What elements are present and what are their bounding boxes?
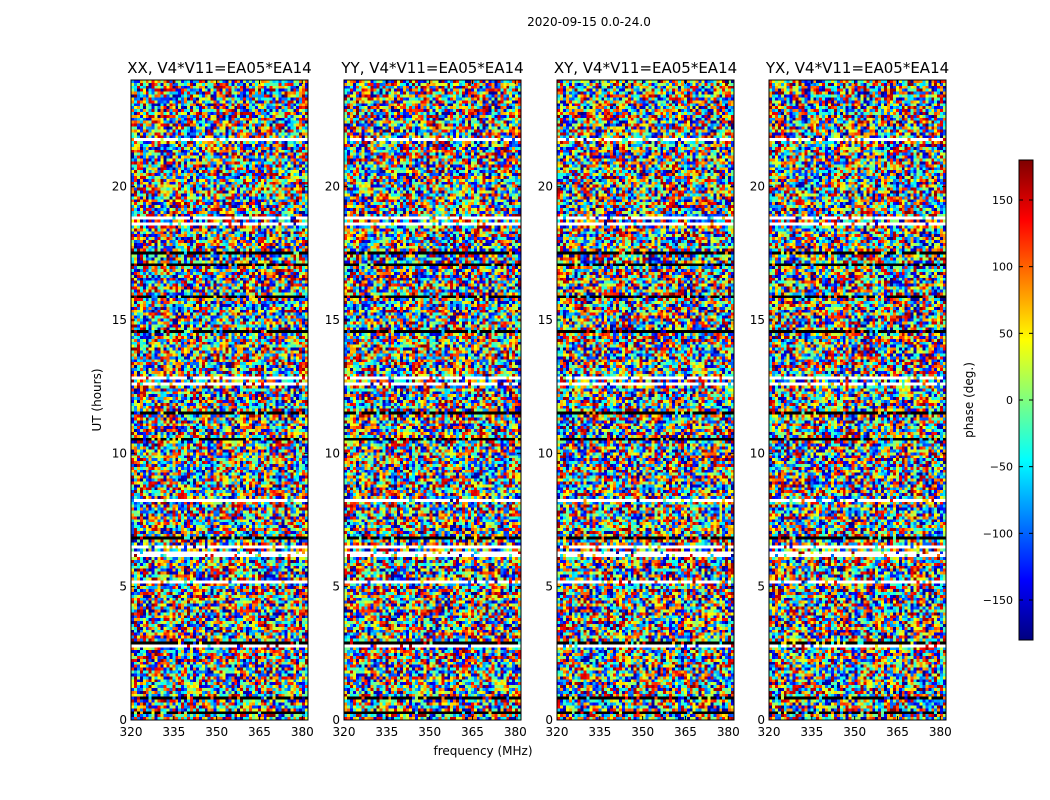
panel-4: YX, V4*V11=EA05*EA14 320 335 350 365 380 0 5 10 1… <box>750 59 952 739</box>
x-tick-label: 350 <box>843 725 866 739</box>
y-tick-label: 10 <box>750 446 765 460</box>
x-tick-label: 320 <box>120 725 143 739</box>
y-tick-label: 20 <box>750 180 765 194</box>
panel-2: YY, V4*V11=EA05*EA14 320 335 350 365 380 0 5 10 1… <box>325 59 527 739</box>
y-tick-label: 0 <box>332 713 340 727</box>
y-tick-label: 0 <box>757 713 765 727</box>
panel-1: XX, V4*V11=EA05*EA14 320 335 350 365 380 0 5 10 1… <box>112 59 314 739</box>
x-tick-label: 335 <box>162 725 185 739</box>
x-tick-label: 320 <box>546 725 569 739</box>
y-tick-label: 20 <box>325 180 340 194</box>
y-tick-label: 5 <box>332 580 340 594</box>
y-tick-label: 15 <box>112 313 127 327</box>
y-tick-label: 20 <box>112 180 127 194</box>
y-tick-label: 10 <box>325 446 340 460</box>
colorbar-tick-label: 0 <box>1006 394 1013 407</box>
y-tick-label: 15 <box>750 313 765 327</box>
y-tick-label: 10 <box>112 446 127 460</box>
colorbar-tick-label: 100 <box>992 261 1013 274</box>
x-tick-label: 320 <box>333 725 356 739</box>
heatmap-image <box>344 80 521 720</box>
y-tick-label: 0 <box>119 713 127 727</box>
x-tick-label: 365 <box>461 725 484 739</box>
y-tick-label: 5 <box>119 580 127 594</box>
y-tick-label: 5 <box>757 580 765 594</box>
y-tick-label: 20 <box>538 180 553 194</box>
panel-title: YX, V4*V11=EA05*EA14 <box>765 59 949 77</box>
panels-group: XX, V4*V11=EA05*EA14 320 335 350 365 380 0 5 10 1… <box>112 59 952 739</box>
panel-3: XY, V4*V11=EA05*EA14 320 335 350 365 380 0 5 10 1… <box>538 59 740 739</box>
panel-frame <box>130 79 309 721</box>
y-tick-label: 0 <box>545 713 553 727</box>
heatmap-image <box>557 80 734 720</box>
x-tick-label: 380 <box>504 725 527 739</box>
heatmap-image <box>131 80 308 720</box>
x-axis-label: frequency (MHz) <box>433 744 532 758</box>
x-tick-label: 350 <box>205 725 228 739</box>
y-tick-label: 5 <box>545 580 553 594</box>
x-tick-label: 350 <box>418 725 441 739</box>
x-tick-label: 365 <box>674 725 697 739</box>
colorbar-tick-label: −50 <box>990 461 1013 474</box>
colorbar-label: phase (deg.) <box>962 362 976 438</box>
panel-title: YY, V4*V11=EA05*EA14 <box>340 59 523 77</box>
x-tick-label: 335 <box>800 725 823 739</box>
x-tick-label: 350 <box>631 725 654 739</box>
x-tick-label: 380 <box>717 725 740 739</box>
x-tick-label: 335 <box>375 725 398 739</box>
panel-frame <box>768 79 947 721</box>
x-tick-label: 320 <box>758 725 781 739</box>
x-tick-label: 380 <box>929 725 952 739</box>
colorbar: 150 100 50 0 −50 −100 −150 phase (deg.) <box>962 159 1034 641</box>
colorbar-tick-label: 50 <box>999 327 1013 340</box>
colorbar-tick-label: −150 <box>983 594 1013 607</box>
figure-suptitle: 2020-09-15 0.0-24.0 <box>527 15 651 29</box>
y-axis-label: UT (hours) <box>90 368 104 431</box>
colorbar-tick-label: −100 <box>983 527 1013 540</box>
colorbar-ticks: 150 100 50 0 −50 −100 −150 <box>983 194 1033 607</box>
panel-frame <box>343 79 522 721</box>
panel-title: XX, V4*V11=EA05*EA14 <box>127 59 311 77</box>
y-tick-label: 15 <box>325 313 340 327</box>
x-tick-label: 365 <box>886 725 909 739</box>
x-tick-label: 365 <box>248 725 271 739</box>
y-tick-label: 15 <box>538 313 553 327</box>
colorbar-tick-label: 150 <box>992 194 1013 207</box>
x-tick-label: 335 <box>588 725 611 739</box>
panel-title: XY, V4*V11=EA05*EA14 <box>554 59 737 77</box>
panel-frame <box>556 79 735 721</box>
y-tick-label: 10 <box>538 446 553 460</box>
x-tick-label: 380 <box>291 725 314 739</box>
heatmap-image <box>769 80 946 720</box>
